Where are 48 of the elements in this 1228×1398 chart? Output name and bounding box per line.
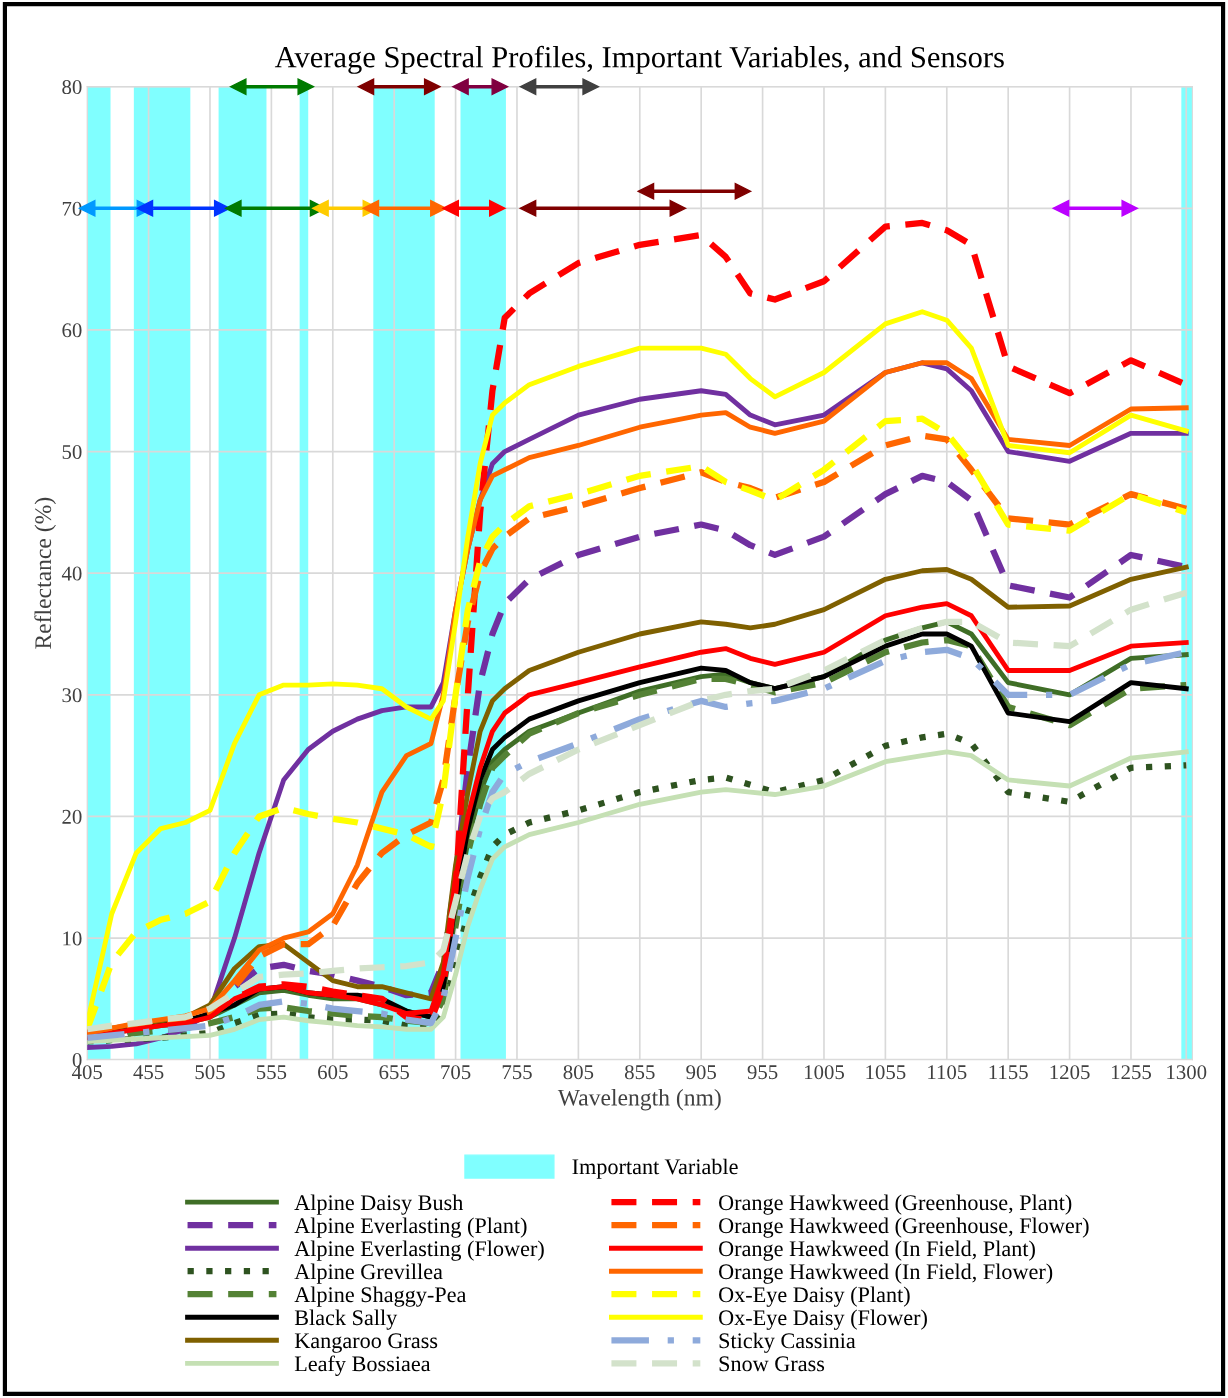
y-tick-label: 10 (63, 931, 82, 946)
legend-label: Orange Hawkweed (In Field, Plant) (719, 1240, 1035, 1261)
x-tick-label: 855 (624, 1065, 655, 1080)
legend-label: Sticky Cassinia (719, 1332, 856, 1353)
y-tick-label: 40 (61, 566, 82, 581)
y-tick-label: 30 (62, 688, 82, 703)
legend-label: Alpine Grevillea (294, 1263, 443, 1284)
legend-label: Ox-Eye Daisy (Flower) (719, 1309, 927, 1330)
legend-label: Leafy Bossiaea (294, 1355, 431, 1376)
x-axis-title: Wavelength (nm) (557, 1088, 721, 1111)
legend-label: Ox-Eye Daisy (Plant) (719, 1286, 910, 1307)
x-tick-label: 905 (686, 1065, 716, 1080)
x-tick-label: 1205 (1050, 1065, 1090, 1080)
x-tick-label: 1300 (1167, 1065, 1207, 1080)
x-tick-label: 805 (563, 1065, 594, 1080)
y-tick-label: 50 (62, 444, 82, 459)
legend-label: Important Variable (572, 1158, 738, 1179)
legend-label: Orange Hawkweed (Greenhouse, Flower) (719, 1217, 1089, 1238)
legend-label: Orange Hawkweed (In Field, Flower) (719, 1263, 1053, 1284)
x-tick-label: 455 (133, 1065, 164, 1080)
x-tick-label: 1255 (1111, 1065, 1152, 1080)
x-tick-label: 955 (747, 1065, 778, 1080)
x-tick-label: 1105 (928, 1065, 967, 1080)
x-tick-label: 655 (379, 1065, 409, 1080)
legend-label: Alpine Everlasting (Flower) (294, 1240, 544, 1261)
legend-label: Kangaroo Grass (294, 1333, 438, 1353)
x-tick-label: 505 (195, 1065, 225, 1080)
y-tick-label: 0 (72, 1053, 82, 1068)
y-tick-label: 60 (62, 323, 82, 338)
legend-label: Alpine Shaggy-Pea (294, 1286, 467, 1307)
legend-label: Snow Grass (719, 1356, 825, 1372)
legend-label: Alpine Daisy Bush (294, 1194, 464, 1215)
y-axis-title: Reflectance (%) (34, 497, 56, 649)
x-tick-label: 555 (256, 1065, 287, 1080)
y-tick-label: 80 (62, 80, 82, 95)
x-tick-label: 1055 (866, 1065, 906, 1080)
x-tick-label: 705 (441, 1065, 471, 1080)
y-tick-label: 20 (62, 809, 82, 824)
legend-label: Alpine Everlasting (Plant) (294, 1217, 527, 1238)
x-tick-label: 755 (502, 1065, 532, 1080)
x-tick-label: 1005 (804, 1065, 845, 1080)
legend-label: Black Sally (294, 1309, 398, 1330)
x-tick-label: 1155 (989, 1065, 1028, 1080)
legend-label: Orange Hawkweed (Greenhouse, Plant) (719, 1194, 1072, 1215)
y-tick-label: 70 (62, 201, 82, 216)
x-tick-label: 405 (71, 1065, 102, 1080)
x-tick-label: 605 (318, 1065, 348, 1080)
chart-title: Average Spectral Profiles, Important Variables, and Sensors (274, 45, 1004, 74)
